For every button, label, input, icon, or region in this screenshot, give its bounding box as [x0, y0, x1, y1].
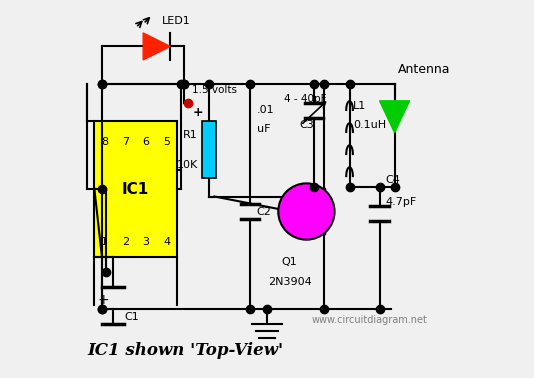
Text: LED1: LED1 — [162, 16, 191, 26]
Text: 2N3904: 2N3904 — [268, 277, 311, 287]
Text: 10K: 10K — [176, 160, 198, 170]
Circle shape — [278, 183, 334, 240]
Text: 4: 4 — [163, 237, 170, 246]
Polygon shape — [380, 101, 410, 133]
Text: 1.5 volts: 1.5 volts — [192, 85, 237, 95]
Text: R1: R1 — [183, 130, 198, 139]
Text: 8: 8 — [101, 137, 108, 147]
Text: C4: C4 — [385, 175, 400, 184]
Bar — [202, 121, 216, 178]
Text: 0.1uH: 0.1uH — [354, 120, 387, 130]
Text: 7: 7 — [122, 137, 129, 147]
Text: L1: L1 — [354, 101, 366, 112]
Text: Antenna: Antenna — [398, 64, 451, 76]
Text: 1: 1 — [101, 237, 108, 246]
Text: IC1 shown 'Top-View': IC1 shown 'Top-View' — [87, 342, 283, 359]
Text: uF: uF — [257, 124, 270, 134]
Text: 3: 3 — [143, 237, 150, 246]
Text: C1: C1 — [124, 312, 139, 322]
Text: IC1: IC1 — [122, 181, 150, 197]
Text: 4 - 40pF: 4 - 40pF — [284, 94, 326, 104]
Text: C3: C3 — [299, 120, 313, 130]
Text: Q1: Q1 — [281, 257, 297, 266]
Text: +: + — [193, 107, 203, 119]
Text: 4.7pF: 4.7pF — [385, 197, 417, 207]
Text: 6: 6 — [143, 137, 150, 147]
FancyBboxPatch shape — [95, 121, 177, 257]
Text: +: + — [98, 293, 109, 307]
Polygon shape — [143, 33, 170, 60]
Text: .01: .01 — [257, 105, 274, 115]
Text: www.circuitdiagram.net: www.circuitdiagram.net — [312, 315, 428, 325]
Text: 5: 5 — [163, 137, 170, 147]
Text: 2: 2 — [122, 237, 129, 246]
Text: C2: C2 — [257, 206, 272, 217]
